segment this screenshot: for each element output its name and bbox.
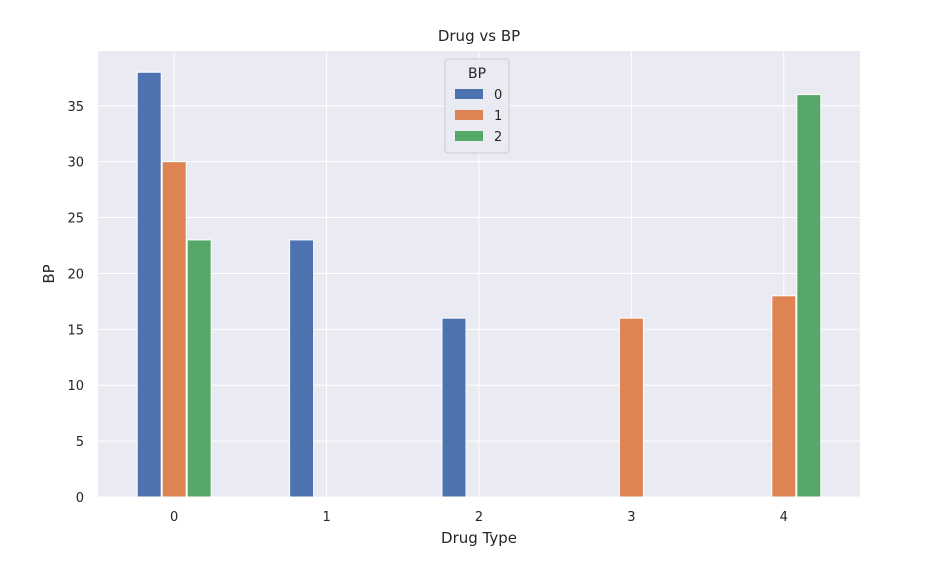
y-tick-label: 25 [67,212,84,227]
y-tick-label: 35 [67,100,84,115]
y-tick-label: 15 [67,323,84,338]
x-tick-label: 4 [780,510,788,525]
legend-swatch-1 [455,110,483,120]
grid-lines [98,51,860,498]
legend-label-0: 0 [494,88,502,103]
legend-items: 0 1 2 [455,88,502,145]
bar-series-2-cat-4 [796,94,822,498]
x-tick-label: 3 [627,510,635,525]
legend-label-2: 2 [494,130,502,145]
bar-series-1-cat-4 [771,295,797,498]
y-axis-ticks: 0 5 10 15 20 25 30 35 [67,100,84,506]
bar-series-2-cat-0 [186,239,212,498]
bar-series-0-cat-0 [136,71,162,498]
legend-swatch-0 [455,89,483,99]
y-tick-label: 10 [67,379,84,394]
x-tick-label: 0 [170,510,178,525]
x-axis-ticks: 0 1 2 3 4 [170,510,788,525]
bar-series-0-cat-2 [441,317,467,498]
y-tick-label: 5 [76,435,84,450]
y-tick-label: 30 [67,156,84,171]
y-axis-title: BP [40,264,58,283]
legend-title: BP [468,66,486,82]
legend-swatch-2 [455,131,483,141]
x-tick-label: 1 [322,510,330,525]
y-tick-label: 20 [67,267,84,282]
bar-series-1-cat-3 [618,317,644,498]
x-tick-label: 2 [475,510,483,525]
bar-series-1-cat-0 [161,161,187,498]
legend-box [444,58,510,154]
y-tick-label: 0 [76,491,84,506]
bars [136,71,822,498]
chart-title: Drug vs BP [438,27,520,45]
legend-label-1: 1 [494,109,502,124]
bar-series-0-cat-1 [289,239,315,498]
x-axis-title: Drug Type [441,529,517,547]
legend: BP 0 1 2 [444,58,510,154]
